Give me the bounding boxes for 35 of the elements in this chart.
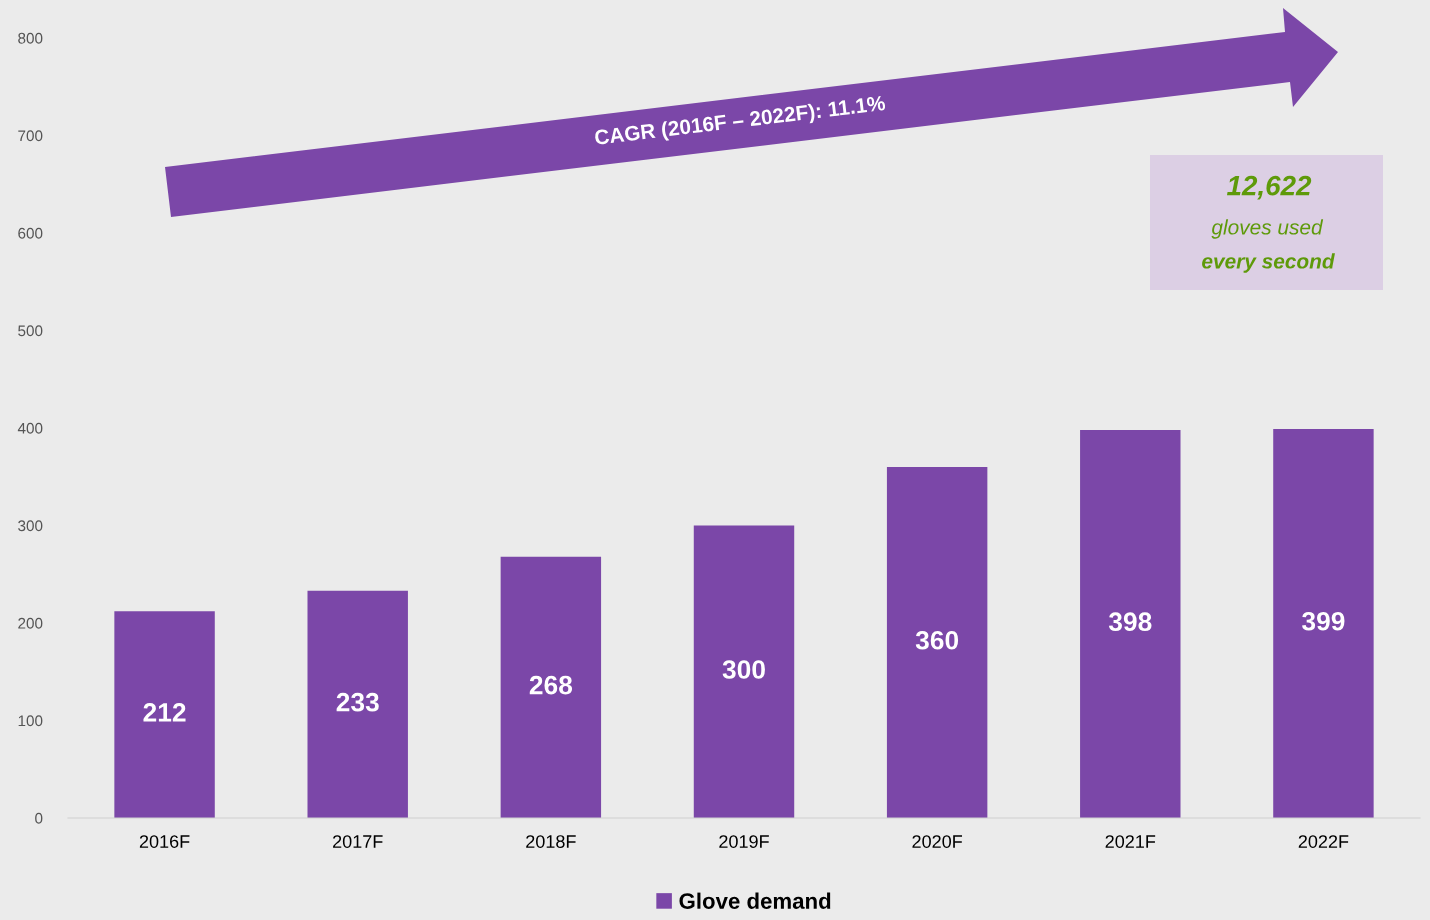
x-tick-label: 2017F (333, 835, 383, 848)
annotation: 12,622 (1226, 175, 1312, 200)
x-tick-label: 2021F (1105, 835, 1156, 848)
data-label: 212 (143, 703, 186, 722)
bar (693, 525, 795, 818)
data-label: 398 (1108, 612, 1152, 632)
bar (1273, 428, 1374, 818)
data-label: 300 (722, 660, 765, 679)
x-tick-label: 2020F (912, 835, 963, 848)
y-tick-label: 300 (18, 520, 43, 532)
x-tick-label: 2022F (1298, 835, 1349, 848)
x-tick-label: 2018F (526, 835, 576, 848)
annotation: every second (1202, 253, 1335, 273)
bar (114, 611, 215, 818)
bar (886, 467, 988, 818)
x-tick-label: 2016F (139, 835, 190, 848)
x-tick-label: 2019F (719, 835, 769, 848)
y-tick-label: 400 (17, 422, 43, 434)
legend-label: Glove demand (679, 892, 831, 909)
data-label: 399 (1302, 611, 1345, 631)
bar (500, 556, 602, 818)
bar (307, 590, 408, 818)
data-label: 360 (915, 630, 959, 650)
data-label: 233 (336, 692, 379, 712)
data-label: 268 (529, 675, 573, 695)
y-tick-label: 600 (18, 227, 43, 239)
y-tick-label: 100 (18, 715, 43, 727)
y-tick-label: 800 (18, 32, 43, 44)
annotation: CAGR (2016F – 2022F): 11.1% (594, 94, 887, 150)
y-tick-label: 700 (18, 130, 43, 142)
y-tick-label: 500 (18, 325, 43, 337)
bar (1080, 429, 1181, 818)
annotation: gloves used (1211, 219, 1324, 239)
y-tick-label: 200 (18, 617, 43, 629)
y-tick-label: 0 (35, 812, 43, 824)
